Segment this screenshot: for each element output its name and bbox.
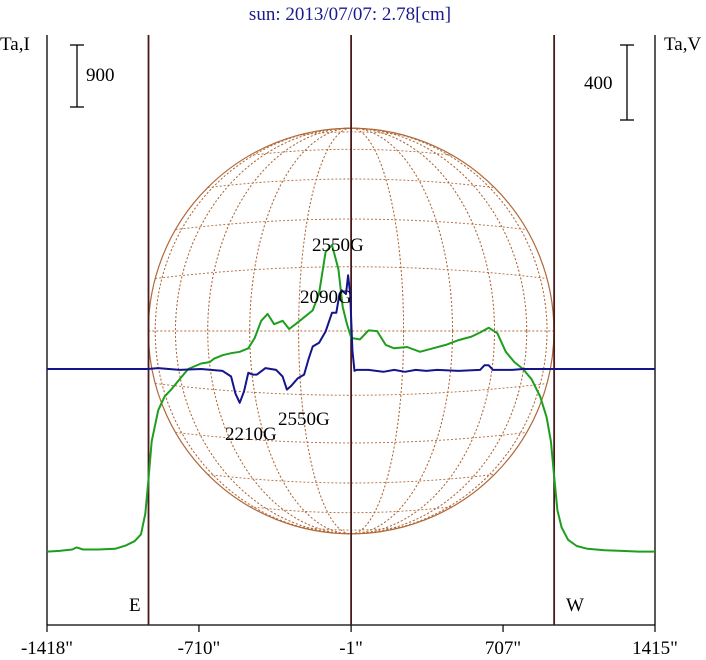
- right-scale-label: 400: [584, 73, 613, 94]
- right-scale-bar: [620, 44, 634, 121]
- x-tick-label: -1418": [21, 638, 73, 659]
- limb-label-west: W: [566, 595, 584, 616]
- polarization-curve: [47, 274, 655, 404]
- chart-title: sun: 2013/07/07: 2.78[cm]: [249, 4, 451, 25]
- annotation-2550g-bottom: 2550G: [278, 409, 330, 430]
- left-scale-bar: [70, 44, 84, 108]
- annotation-2090g: 2090G: [300, 287, 352, 308]
- x-tick-label: 1415": [632, 638, 678, 659]
- latitude-line: [207, 473, 495, 484]
- right-axis-label: Ta,V: [664, 34, 701, 55]
- left-scale-label: 900: [86, 65, 115, 86]
- intensity-curve: [46, 244, 655, 553]
- x-tick-label: 707": [485, 638, 521, 659]
- latitude-line: [207, 178, 495, 189]
- x-tick-label: -1": [339, 638, 363, 659]
- annotation-2210g: 2210G: [225, 424, 277, 445]
- limb-label-east: E: [129, 595, 141, 616]
- x-tick-label: -710": [178, 638, 221, 659]
- longitude-line: [298, 127, 405, 535]
- left-axis-label: Ta,I: [0, 34, 30, 55]
- x-axis-ticks: -1418" -710" -1" 707" 1415": [21, 625, 678, 659]
- data-series: [46, 244, 655, 553]
- annotation-2550g-top: 2550G: [312, 235, 364, 256]
